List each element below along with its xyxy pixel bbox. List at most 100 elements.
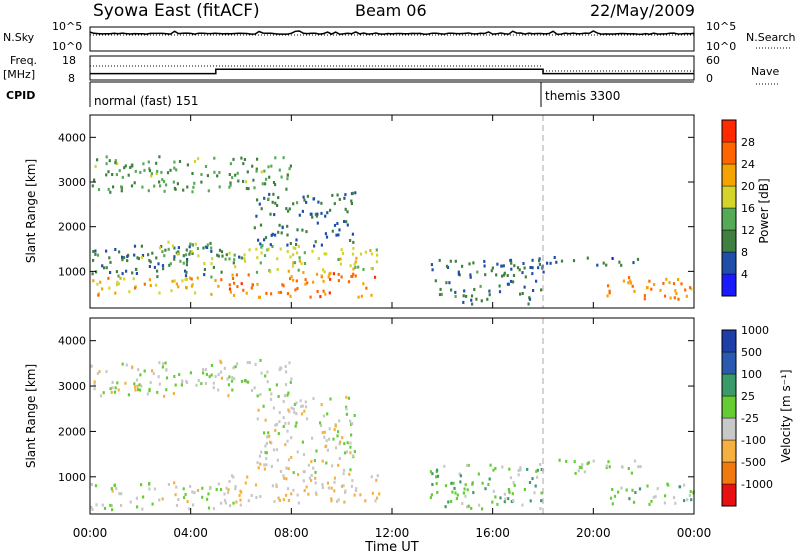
data-cell-3-10 bbox=[319, 424, 323, 428]
colorbar-segment-1 bbox=[721, 461, 737, 485]
data-cell-6-14 bbox=[521, 271, 524, 275]
data-cell-6-2 bbox=[646, 484, 649, 488]
data-cell-1-78 bbox=[160, 245, 163, 248]
data-cell-4-18 bbox=[513, 483, 516, 487]
data-cell-3-32 bbox=[302, 453, 306, 457]
data-cell-0-23 bbox=[116, 280, 119, 284]
data-cell-3-104 bbox=[277, 432, 280, 436]
data-cell-7-119 bbox=[231, 388, 234, 392]
data-cell-6-74 bbox=[488, 293, 491, 297]
data-cell-5-70 bbox=[301, 209, 304, 213]
data-cell-1-40 bbox=[126, 259, 129, 263]
data-cell-1-2 bbox=[95, 270, 98, 274]
data-cell-3-25 bbox=[284, 443, 287, 447]
data-cell-6-88 bbox=[439, 287, 442, 291]
data-cell-7-125 bbox=[208, 375, 211, 379]
data-cell-5-5 bbox=[605, 466, 608, 470]
data-cell-6-36 bbox=[470, 294, 474, 298]
data-cell-3-118 bbox=[342, 468, 346, 472]
data-cell-4-37 bbox=[478, 503, 481, 507]
data-cell-3-36 bbox=[332, 272, 335, 276]
data-cell-3-59 bbox=[344, 451, 347, 455]
data-cell-4-68 bbox=[494, 466, 497, 470]
data-cell-3-135 bbox=[303, 409, 306, 413]
data-cell-5-42 bbox=[274, 201, 277, 205]
data-cell-5-32 bbox=[256, 198, 259, 202]
data-cell-2-63 bbox=[330, 499, 333, 503]
data-cell-5-84 bbox=[306, 194, 309, 198]
data-cell-1-18 bbox=[168, 263, 171, 267]
data-cell-9-1 bbox=[115, 173, 118, 177]
data-cell-7-42 bbox=[219, 370, 223, 374]
data-cell-1-11 bbox=[110, 504, 113, 508]
data-cell-7-126 bbox=[259, 358, 262, 362]
data-cell-4-70 bbox=[484, 487, 487, 491]
data-cell-5-19 bbox=[333, 223, 337, 227]
data-cell-0-22 bbox=[94, 484, 98, 488]
data-cell-4-56 bbox=[292, 253, 295, 257]
data-cell-4-44 bbox=[339, 257, 342, 261]
data-cell-3-7 bbox=[286, 439, 289, 443]
data-cell-4-59 bbox=[470, 506, 473, 510]
data-cell-3-38 bbox=[324, 445, 327, 449]
data-cell-6-0 bbox=[506, 274, 509, 277]
data-cell-4-25 bbox=[279, 247, 282, 251]
data-cell-5-94 bbox=[267, 197, 270, 201]
data-cell-1-64 bbox=[131, 271, 134, 275]
data-cell-4-69 bbox=[512, 499, 515, 502]
data-cell-3-73 bbox=[290, 455, 293, 459]
colorbar-tick-label-5: 100 bbox=[741, 368, 762, 381]
data-cell-3-23 bbox=[329, 277, 332, 281]
data-cell-0-36 bbox=[90, 482, 93, 486]
data-cell-7-21 bbox=[287, 391, 290, 395]
data-cell-2-43 bbox=[228, 480, 231, 483]
data-cell-0-10 bbox=[113, 484, 116, 488]
data-cell-0-10 bbox=[194, 291, 197, 295]
data-cell-7-9 bbox=[264, 374, 267, 378]
data-cell-9-51 bbox=[156, 169, 159, 173]
data-cell-9-126 bbox=[143, 168, 146, 172]
data-cell-4-64 bbox=[298, 259, 301, 263]
data-cell-7-100 bbox=[136, 384, 139, 388]
data-cell-7-10 bbox=[117, 388, 120, 392]
data-cell-9-93 bbox=[263, 169, 266, 173]
data-cell-9-35 bbox=[268, 175, 271, 179]
data-cell-3-111 bbox=[258, 454, 261, 458]
data-cell-9-53 bbox=[173, 166, 176, 170]
data-cell-2-23 bbox=[340, 484, 344, 488]
data-cell-7-83 bbox=[275, 383, 278, 387]
data-cell-6-29 bbox=[672, 496, 676, 500]
data-cell-7-87 bbox=[189, 371, 192, 375]
data-cell-4-51 bbox=[303, 262, 307, 265]
data-cell-1-68 bbox=[117, 274, 120, 278]
data-cell-2-15 bbox=[343, 500, 346, 504]
data-cell-2-54 bbox=[375, 478, 378, 482]
data-cell-0-14 bbox=[215, 488, 218, 491]
data-cell-5-0 bbox=[292, 202, 295, 206]
data-cell-2-19 bbox=[307, 492, 310, 496]
data-cell-0-26 bbox=[220, 278, 223, 282]
data-cell-9-119 bbox=[158, 155, 161, 159]
data-cell-1-67 bbox=[206, 246, 209, 249]
data-cell-9-14 bbox=[265, 177, 268, 181]
data-cell-3-120 bbox=[345, 412, 348, 416]
data-cell-5-24 bbox=[583, 470, 586, 474]
data-cell-3-1 bbox=[324, 292, 327, 296]
data-cell-7-33 bbox=[253, 386, 256, 390]
data-cell-6-34 bbox=[461, 264, 464, 268]
data-cell-3-70 bbox=[347, 396, 351, 400]
data-cell-3-108 bbox=[301, 404, 304, 408]
y-tick-label-4000: 4000 bbox=[58, 335, 86, 348]
data-cell-9-92 bbox=[274, 183, 277, 187]
data-cell-0-39 bbox=[101, 287, 104, 291]
data-cell-3-20 bbox=[347, 280, 351, 284]
data-cell-3-116 bbox=[272, 406, 275, 410]
colorbar-tick-label-5: 24 bbox=[741, 158, 755, 171]
data-cell-3-31 bbox=[340, 275, 343, 279]
data-cell-2-68 bbox=[374, 499, 377, 503]
data-cell-2-60 bbox=[330, 486, 333, 490]
data-cell-4-4 bbox=[292, 246, 295, 250]
data-cell-3-49 bbox=[333, 428, 336, 432]
data-cell-2-14 bbox=[285, 493, 288, 497]
data-cell-1-11 bbox=[189, 250, 192, 254]
